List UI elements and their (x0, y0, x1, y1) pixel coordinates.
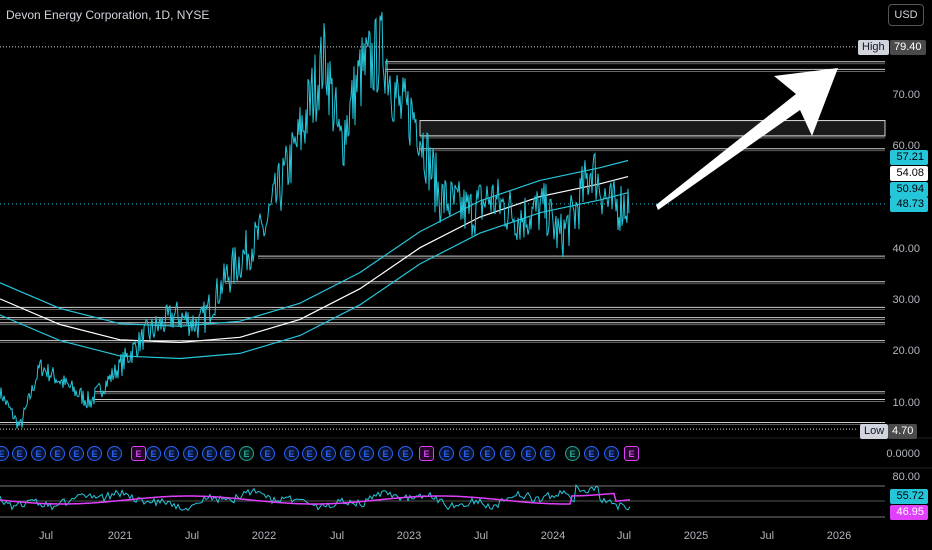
low-marker-value: 4.70 (888, 424, 918, 439)
time-axis-label: 2025 (683, 530, 709, 542)
earnings-event-marker[interactable]: E (398, 446, 413, 461)
upper-band-line (0, 159, 629, 327)
earnings-event-marker[interactable]: E (378, 446, 393, 461)
earnings-event-marker[interactable]: E (302, 446, 317, 461)
dividend-event-marker[interactable]: E (131, 446, 146, 461)
earnings-event-marker[interactable]: E (87, 446, 102, 461)
price-axis-label: 70.00 (892, 89, 920, 101)
upper-band-tag: 57.21 (890, 150, 928, 165)
time-axis-label: Jul (329, 530, 345, 542)
chart-title: Devon Energy Corporation, 1D, NYSE (6, 8, 210, 22)
earnings-event-marker[interactable]: E (284, 446, 299, 461)
middle-band-tag: 54.08 (890, 166, 928, 181)
time-axis-label: Jul (473, 530, 489, 542)
arrow-annotation (656, 68, 838, 210)
dividend-event-marker[interactable]: E (419, 446, 434, 461)
earnings-event-marker[interactable]: E (340, 446, 355, 461)
time-axis-label: 2026 (826, 530, 852, 542)
earnings-event-marker[interactable]: E (260, 446, 275, 461)
low-marker-label: Low (860, 424, 889, 439)
oscillator-axis-label: 80.00 (892, 471, 920, 483)
earnings-event-marker[interactable]: E (183, 446, 198, 461)
price-line (0, 12, 630, 429)
currency-button[interactable]: USD (888, 4, 924, 26)
price-axis-label: 40.00 (892, 243, 920, 255)
lower-band-tag: 50.94 (890, 182, 928, 197)
oscillator-tag-slow: 46.95 (890, 505, 928, 520)
oscillator-slow-line (0, 492, 631, 505)
earnings-event-marker[interactable]: E (604, 446, 619, 461)
earnings-event-marker[interactable]: E (12, 446, 27, 461)
earnings-event-marker[interactable]: E (359, 446, 374, 461)
time-axis-label: 2021 (107, 530, 133, 542)
earnings-event-marker[interactable]: E (565, 446, 580, 461)
price-axis-label: 10.00 (892, 397, 920, 409)
price-axis-label: 30.00 (892, 294, 920, 306)
time-axis-label: 2022 (251, 530, 277, 542)
earnings-event-marker[interactable]: E (107, 446, 122, 461)
earnings-event-marker[interactable]: E (584, 446, 599, 461)
price-axis-label: 60.00 (892, 140, 920, 152)
earnings-event-marker[interactable]: E (239, 446, 254, 461)
earnings-event-marker[interactable]: E (480, 446, 495, 461)
dividend-event-marker[interactable]: E (624, 446, 639, 461)
earnings-event-marker[interactable]: E (459, 446, 474, 461)
high-marker-label: High (858, 40, 889, 55)
events-axis-label: 0.0000 (886, 448, 920, 460)
earnings-event-marker[interactable]: E (521, 446, 536, 461)
earnings-event-marker[interactable]: E (146, 446, 161, 461)
earnings-event-marker[interactable]: E (69, 446, 84, 461)
earnings-event-marker[interactable]: E (321, 446, 336, 461)
time-axis-label: Jul (38, 530, 54, 542)
earnings-event-marker[interactable]: E (500, 446, 515, 461)
time-axis-label: 2023 (396, 530, 422, 542)
earnings-event-marker[interactable]: E (50, 446, 65, 461)
earnings-event-marker[interactable]: E (202, 446, 217, 461)
high-marker-value: 79.40 (890, 40, 926, 55)
price-axis-label: 20.00 (892, 345, 920, 357)
oscillator-fast-line (0, 483, 631, 512)
earnings-event-marker[interactable]: E (220, 446, 235, 461)
oscillator-tag-fast: 55.72 (890, 489, 928, 504)
middle-band-line (0, 176, 629, 344)
earnings-event-marker[interactable]: E (164, 446, 179, 461)
time-axis-label: 2024 (540, 530, 566, 542)
earnings-event-marker[interactable]: E (439, 446, 454, 461)
earnings-event-marker[interactable]: E (31, 446, 46, 461)
time-axis-label: Jul (184, 530, 200, 542)
earnings-event-marker[interactable]: E (540, 446, 555, 461)
last-price-tag: 48.73 (890, 197, 928, 212)
time-axis-label: Jul (759, 530, 775, 542)
time-axis-label: Jul (616, 530, 632, 542)
